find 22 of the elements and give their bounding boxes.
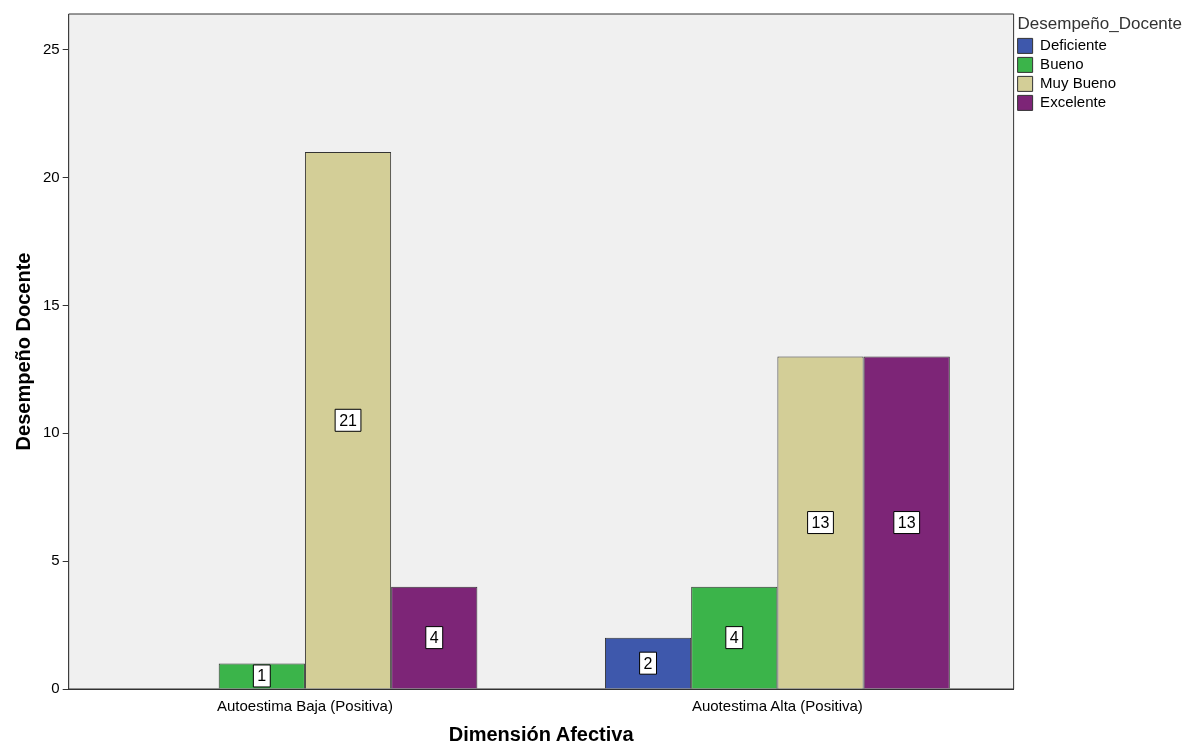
y-tick-label: 15 xyxy=(43,295,60,313)
y-tick-label: 10 xyxy=(43,423,60,441)
y-tick-label: 20 xyxy=(43,167,60,185)
data-label: 2 xyxy=(643,654,653,672)
data-label: 21 xyxy=(339,411,358,429)
y-axis-title: Desempeño Docente xyxy=(11,252,34,451)
legend-label: Excelente xyxy=(1040,93,1106,111)
x-axis-title: Dimensión Afectiva xyxy=(448,722,635,745)
y-tick-label: 0 xyxy=(51,679,60,697)
legend-label: Deficiente xyxy=(1040,36,1107,54)
data-label: 13 xyxy=(811,513,830,531)
legend-label: Bueno xyxy=(1040,55,1084,73)
data-label: 4 xyxy=(729,629,739,647)
x-tick-label: Autoestima Baja (Positiva) xyxy=(216,697,393,715)
x-tick-label: Auotestima Alta (Positiva) xyxy=(691,697,863,715)
y-tick-label: 25 xyxy=(43,39,60,57)
legend-label: Muy Bueno xyxy=(1040,74,1117,92)
y-tick-label: 5 xyxy=(51,551,60,569)
data-label: 4 xyxy=(429,629,439,647)
legend-title: Desempeño_Docente xyxy=(1017,14,1182,34)
data-label: 13 xyxy=(897,513,916,531)
data-label: 1 xyxy=(257,667,267,685)
